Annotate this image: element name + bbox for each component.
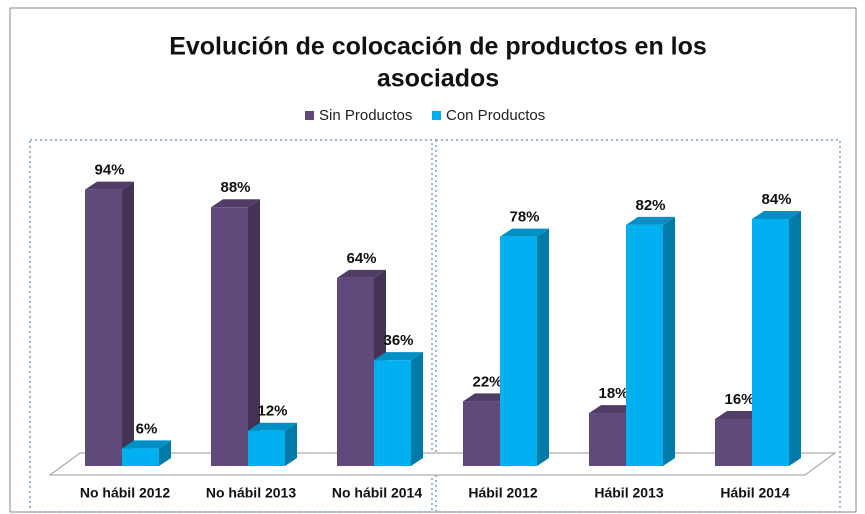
data-label: 12%: [257, 403, 287, 420]
bar-side: [285, 422, 297, 466]
bar-top: [85, 181, 134, 190]
legend-label: Sin Productos: [319, 107, 412, 124]
legend-label: Con Productos: [446, 107, 545, 124]
bar-top: [463, 393, 512, 402]
bar: [211, 199, 260, 466]
x-tick-label: No hábil 2014: [332, 485, 422, 501]
bar-front: [626, 224, 663, 466]
bar: [374, 352, 423, 466]
bar-top: [500, 228, 549, 237]
group-box: [29, 139, 433, 513]
bar-front: [248, 430, 285, 466]
data-label: 64%: [346, 250, 376, 267]
bar-front: [589, 413, 626, 466]
bar-top: [211, 199, 260, 208]
bar: [626, 216, 675, 466]
bar: [248, 422, 297, 466]
bar: [122, 440, 171, 466]
data-label: 88%: [220, 179, 250, 196]
bar-side: [537, 228, 549, 466]
bar-front: [337, 277, 374, 466]
bar-side: [122, 181, 134, 466]
bar-side: [411, 352, 423, 466]
bar-top: [715, 410, 764, 419]
data-label: 78%: [509, 209, 539, 226]
x-tick-label: Hábil 2013: [594, 485, 663, 501]
bar-front: [374, 360, 411, 466]
bar-side: [789, 211, 801, 466]
bar-front: [463, 401, 500, 466]
bar-top: [626, 216, 675, 225]
data-label: 82%: [635, 197, 665, 214]
bar-front: [752, 219, 789, 466]
bar-top: [589, 405, 638, 414]
bar: [85, 181, 134, 466]
x-tick-label: Hábil 2012: [468, 485, 537, 501]
x-tick-label: Hábil 2014: [720, 485, 789, 501]
bar-front: [211, 207, 248, 466]
bar-top: [752, 211, 801, 220]
bar-front: [715, 418, 752, 466]
chart-title: asociados: [377, 65, 499, 93]
data-label: 36%: [383, 332, 413, 349]
bar-front: [122, 448, 159, 466]
bar-top: [248, 422, 297, 431]
bar-front: [85, 189, 122, 466]
bar-top: [122, 440, 171, 449]
data-label: 84%: [761, 191, 791, 208]
data-label: 94%: [94, 162, 124, 179]
x-tick-label: No hábil 2012: [80, 485, 170, 501]
bar-side: [159, 440, 171, 466]
legend-swatch: [432, 111, 441, 120]
bar-top: [337, 269, 386, 278]
legend-swatch: [305, 111, 314, 120]
data-label: 6%: [136, 420, 158, 437]
bar-side: [663, 216, 675, 466]
bar-front: [500, 236, 537, 466]
x-tick-label: No hábil 2013: [206, 485, 296, 501]
data-label: 18%: [598, 385, 628, 402]
data-label: 16%: [724, 391, 754, 408]
data-label: 22%: [472, 373, 502, 390]
bar-side: [248, 199, 260, 466]
bar: [752, 211, 801, 466]
bar: [500, 228, 549, 466]
bar-top: [374, 352, 423, 361]
chart-title: Evolución de colocación de productos en …: [169, 33, 707, 61]
group-box: [435, 139, 841, 513]
